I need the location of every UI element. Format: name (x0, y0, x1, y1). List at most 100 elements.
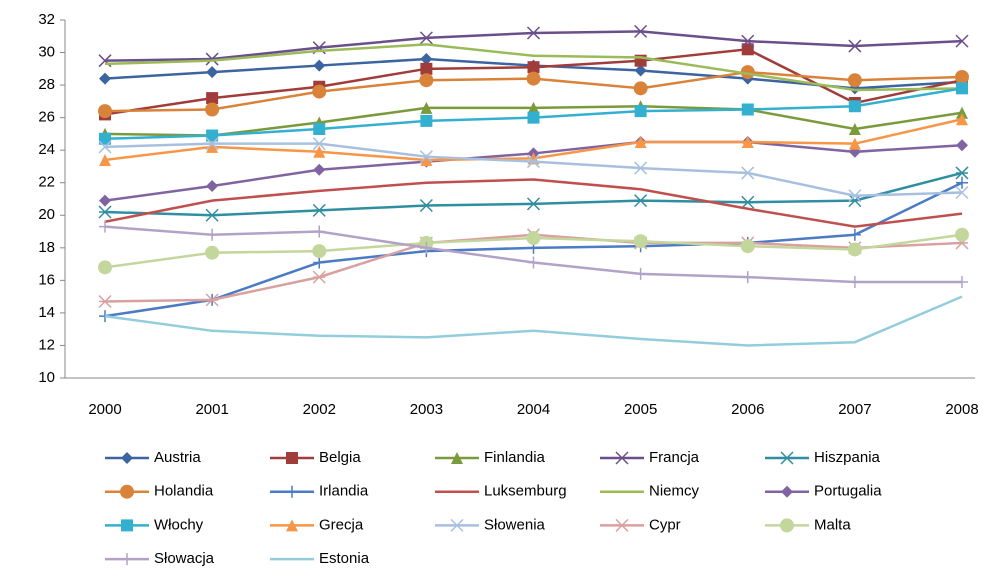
x-tick-label: 2008 (945, 401, 978, 418)
legend-marker (615, 451, 629, 465)
marker (206, 179, 219, 192)
marker (313, 163, 326, 176)
series (98, 166, 969, 222)
legend-item: Estonia (270, 550, 370, 567)
marker (98, 260, 112, 275)
marker (740, 239, 755, 254)
marker (205, 293, 219, 307)
series (104, 295, 963, 347)
marker (419, 150, 433, 164)
legend-label: Grecja (319, 516, 364, 533)
marker (206, 129, 219, 142)
marker (848, 100, 861, 113)
y-tick-label: 22 (38, 174, 55, 191)
x-tick-label: 2002 (303, 401, 336, 418)
legend-label: Luksemburg (484, 483, 567, 500)
marker (206, 228, 219, 241)
marker (848, 275, 861, 288)
legend-item: Irlandia (270, 483, 369, 500)
y-tick-label: 28 (38, 76, 55, 93)
legend-label: Holandia (154, 483, 214, 500)
legend-marker (781, 485, 793, 498)
series (104, 43, 963, 92)
marker (634, 161, 648, 175)
legend-label: Finlandia (484, 449, 546, 466)
marker (99, 194, 111, 207)
marker (956, 113, 968, 126)
x-tick-label: 2000 (88, 401, 121, 418)
marker (313, 123, 326, 136)
marker (420, 62, 433, 75)
marker (526, 231, 541, 246)
marker (99, 153, 111, 166)
marker (527, 256, 540, 269)
y-tick-label: 10 (38, 369, 55, 386)
legend-label: Hiszpania (814, 449, 881, 466)
y-tick-label: 32 (38, 11, 55, 28)
legend-label: Belgia (319, 449, 361, 466)
marker (955, 34, 969, 48)
marker (312, 203, 326, 217)
marker (420, 101, 433, 114)
y-tick-label: 26 (38, 109, 55, 126)
marker (419, 73, 434, 88)
marker (740, 65, 755, 80)
marker (312, 137, 326, 151)
marker (634, 24, 648, 38)
marker (420, 53, 433, 66)
marker (527, 111, 540, 124)
y-tick-label: 18 (38, 239, 55, 256)
legend-marker (450, 518, 464, 532)
marker (313, 225, 326, 238)
legend-item: Słowacja (105, 550, 215, 567)
marker (634, 194, 648, 208)
marker (419, 31, 433, 45)
marker (848, 123, 861, 136)
legend-marker (615, 518, 629, 532)
marker (205, 102, 220, 117)
marker (634, 64, 647, 77)
marker (206, 66, 219, 79)
marker (526, 155, 541, 169)
legend-item: Cypr (600, 516, 681, 533)
marker (205, 52, 219, 66)
x-tick-label: 2001 (195, 401, 228, 418)
marker (99, 132, 111, 145)
legend-item: Grecja (270, 516, 364, 533)
x-tick-label: 2004 (517, 401, 550, 418)
series (98, 227, 969, 275)
series (98, 24, 969, 68)
marker (526, 26, 541, 40)
marker (955, 166, 969, 180)
marker (312, 84, 327, 99)
legend-label: Austria (154, 449, 201, 466)
marker (956, 139, 968, 152)
marker (741, 166, 755, 180)
legend-item: Portugalia (765, 483, 882, 500)
y-tick-label: 12 (38, 336, 55, 353)
legend-marker (286, 485, 298, 498)
legend-marker (286, 452, 298, 464)
marker (741, 103, 754, 116)
series (98, 137, 969, 203)
marker (527, 61, 540, 74)
marker (741, 271, 754, 284)
legend-marker (286, 519, 298, 532)
marker (99, 72, 111, 85)
legend-item: Finlandia (435, 449, 546, 466)
x-tick-label: 2006 (731, 401, 764, 418)
legend-label: Słowenia (484, 516, 546, 533)
x-tick-label: 2007 (838, 401, 871, 418)
marker (955, 185, 969, 200)
marker (956, 82, 968, 95)
marker (205, 137, 219, 151)
y-tick-label: 14 (38, 304, 55, 321)
legend-marker (780, 518, 794, 533)
legend-item: Austria (105, 449, 201, 466)
marker (634, 267, 647, 280)
series (104, 178, 963, 228)
marker (741, 136, 754, 149)
legend-label: Malta (814, 516, 851, 533)
marker (634, 136, 647, 149)
y-tick-label: 20 (38, 206, 55, 223)
